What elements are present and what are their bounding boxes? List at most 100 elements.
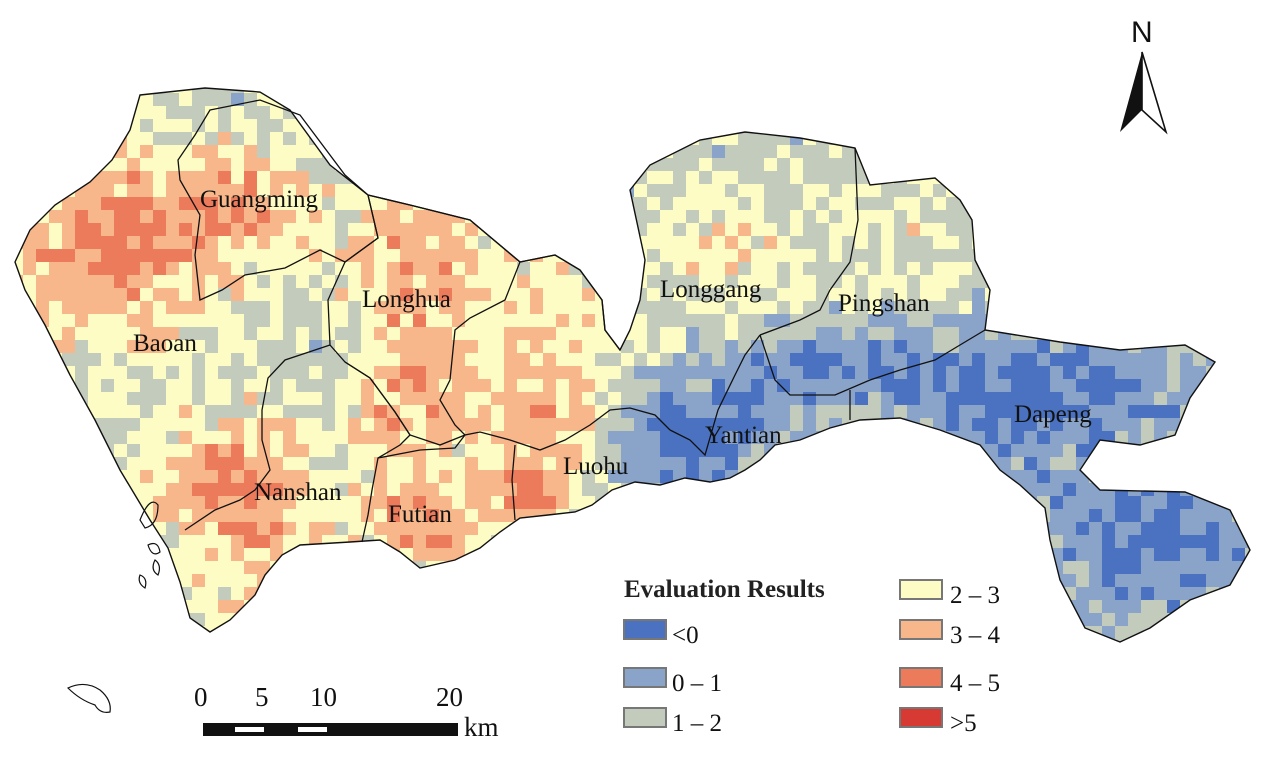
raster-cell bbox=[283, 353, 297, 367]
raster-cell bbox=[595, 327, 609, 341]
raster-cell bbox=[49, 184, 63, 198]
raster-cell bbox=[699, 353, 713, 367]
raster-cell bbox=[1128, 574, 1142, 588]
raster-cell bbox=[426, 223, 440, 237]
raster-cell bbox=[426, 600, 440, 614]
raster-cell bbox=[439, 132, 453, 146]
raster-cell bbox=[1141, 210, 1155, 224]
raster-cell bbox=[933, 522, 947, 536]
raster-cell bbox=[283, 184, 297, 198]
raster-cell bbox=[1258, 626, 1270, 639]
raster-cell bbox=[1258, 535, 1270, 548]
raster-cell bbox=[1258, 340, 1270, 353]
raster-cell bbox=[881, 262, 895, 276]
raster-cell bbox=[465, 288, 479, 302]
raster-cell bbox=[1037, 88, 1051, 94]
raster-cell bbox=[244, 379, 258, 393]
raster-cell bbox=[1076, 587, 1090, 601]
raster-cell bbox=[1050, 88, 1064, 94]
raster-cell bbox=[1011, 223, 1025, 237]
raster-cell bbox=[166, 158, 180, 172]
raster-cell bbox=[959, 145, 973, 159]
raster-cell bbox=[1206, 535, 1220, 549]
raster-cell bbox=[309, 600, 323, 614]
raster-cell bbox=[179, 483, 193, 497]
raster-cell bbox=[1193, 431, 1207, 445]
district-label-longgang: Longgang bbox=[660, 276, 762, 303]
raster-cell bbox=[400, 626, 414, 640]
raster-cell bbox=[764, 171, 778, 185]
raster-cell bbox=[894, 548, 908, 562]
raster-cell bbox=[335, 119, 349, 133]
raster-cell bbox=[881, 93, 895, 107]
raster-cell bbox=[491, 93, 505, 107]
raster-cell bbox=[790, 210, 804, 224]
raster-cell bbox=[75, 262, 89, 276]
raster-cell bbox=[296, 613, 310, 627]
raster-cell bbox=[309, 197, 323, 211]
raster-cell bbox=[1011, 405, 1025, 419]
raster-cell bbox=[920, 496, 934, 510]
raster-cell bbox=[75, 106, 89, 120]
raster-cell bbox=[946, 223, 960, 237]
raster-cell bbox=[166, 288, 180, 302]
raster-cell bbox=[153, 314, 167, 328]
raster-cell bbox=[946, 93, 960, 107]
raster-cell bbox=[1141, 652, 1154, 665]
raster-cell bbox=[36, 379, 50, 393]
raster-cell bbox=[1089, 275, 1103, 289]
raster-cell bbox=[790, 548, 804, 562]
raster-cell bbox=[153, 249, 167, 263]
raster-cell bbox=[296, 652, 309, 665]
raster-cell bbox=[153, 574, 167, 588]
raster-cell bbox=[634, 652, 647, 665]
raster-cell bbox=[15, 249, 24, 263]
raster-cell bbox=[1245, 600, 1250, 614]
raster-cell bbox=[569, 132, 583, 146]
raster-cell bbox=[933, 197, 947, 211]
raster-cell bbox=[491, 119, 505, 133]
raster-cell bbox=[1154, 470, 1168, 484]
raster-cell bbox=[374, 548, 388, 562]
raster-cell bbox=[920, 223, 934, 237]
raster-cell bbox=[1128, 639, 1142, 642]
raster-cell bbox=[1037, 652, 1050, 665]
raster-cell bbox=[1154, 314, 1168, 328]
raster-cell bbox=[88, 431, 102, 445]
raster-cell bbox=[400, 522, 414, 536]
raster-cell bbox=[309, 88, 323, 94]
raster-cell bbox=[556, 132, 570, 146]
raster-cell bbox=[192, 379, 206, 393]
raster-cell bbox=[1245, 418, 1250, 432]
raster-cell bbox=[452, 561, 466, 575]
raster-cell bbox=[491, 652, 504, 665]
raster-cell bbox=[894, 262, 908, 276]
raster-cell bbox=[1063, 366, 1077, 380]
raster-cell bbox=[1219, 535, 1233, 549]
raster-cell bbox=[257, 366, 271, 380]
raster-cell bbox=[777, 210, 791, 224]
raster-cell bbox=[153, 353, 167, 367]
raster-cell bbox=[699, 405, 713, 419]
raster-cell bbox=[582, 574, 596, 588]
raster-cell bbox=[166, 106, 180, 120]
raster-cell bbox=[1141, 366, 1155, 380]
raster-cell bbox=[1141, 561, 1155, 575]
raster-cell bbox=[1154, 418, 1168, 432]
raster-cell bbox=[608, 652, 621, 665]
raster-cell bbox=[673, 171, 687, 185]
raster-cell bbox=[985, 483, 999, 497]
raster-cell bbox=[920, 184, 934, 198]
raster-cell bbox=[751, 314, 765, 328]
raster-cell bbox=[322, 574, 336, 588]
raster-cell bbox=[1102, 496, 1116, 510]
raster-cell bbox=[933, 275, 947, 289]
raster-cell bbox=[62, 457, 76, 471]
raster-cell bbox=[75, 301, 89, 315]
raster-cell bbox=[114, 548, 128, 562]
raster-cell bbox=[842, 275, 856, 289]
raster-cell bbox=[153, 600, 167, 614]
raster-cell bbox=[790, 236, 804, 250]
raster-cell bbox=[894, 522, 908, 536]
raster-cell bbox=[1076, 392, 1090, 406]
